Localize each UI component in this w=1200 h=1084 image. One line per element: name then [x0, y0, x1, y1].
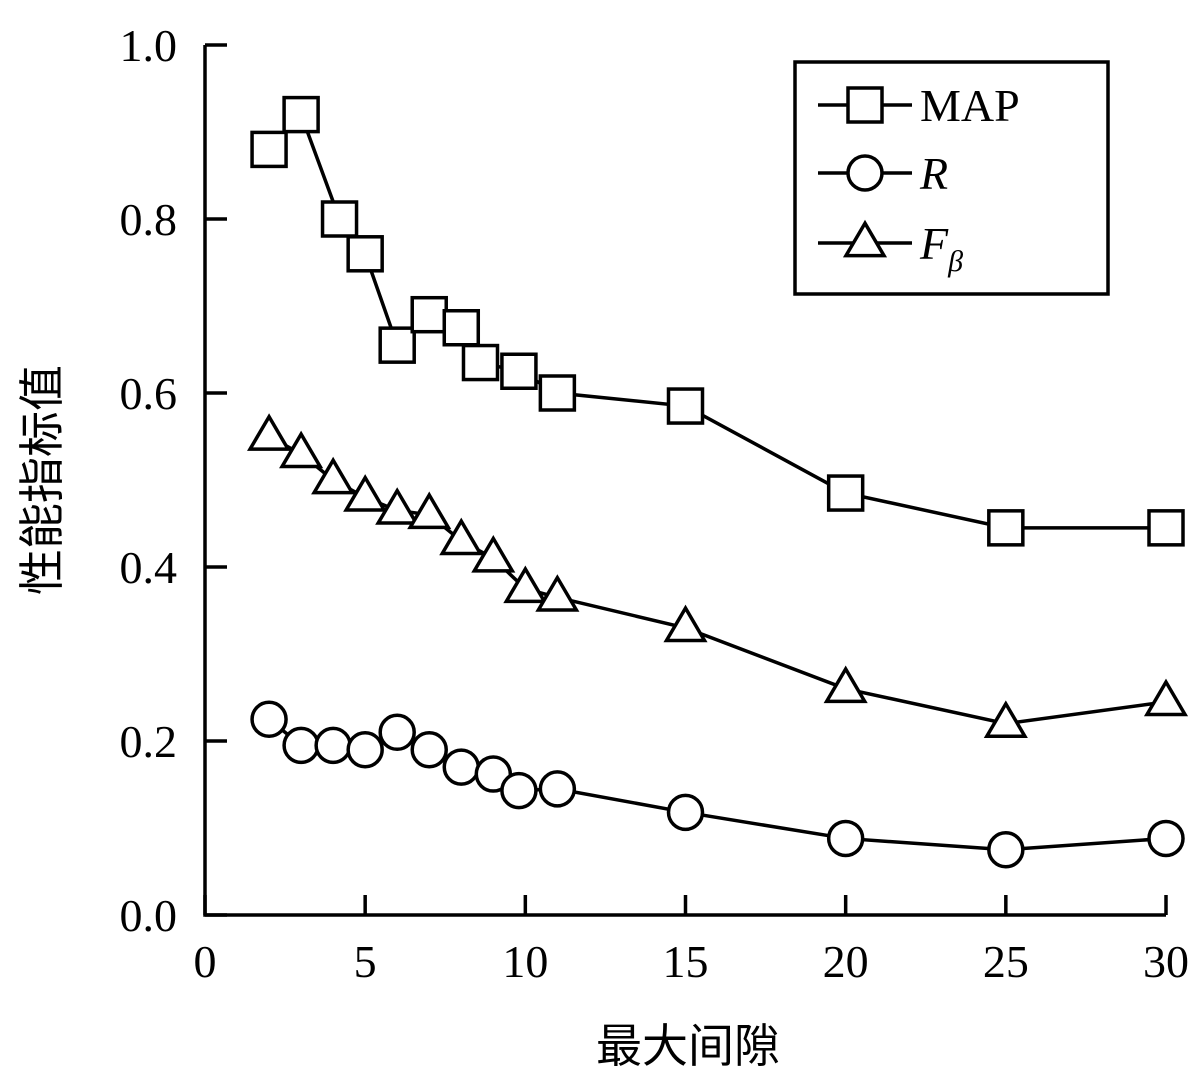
legend-item-square: MAP	[818, 80, 1020, 131]
x-tick-label: 10	[502, 936, 548, 987]
data-point-circle	[442, 748, 481, 786]
x-tick-label: 5	[354, 936, 377, 987]
data-point-circle	[378, 713, 416, 752]
x-tick-label: 25	[983, 936, 1029, 987]
legend: MAP R Fβ	[793, 60, 1110, 296]
x-tick-label: 30	[1143, 936, 1189, 987]
data-point-triangle	[823, 665, 868, 704]
data-point-triangle	[247, 413, 292, 451]
data-point-square	[461, 343, 500, 382]
data-point-circle	[314, 726, 352, 765]
data-point-triangle	[311, 456, 356, 495]
data-point-circle	[500, 771, 538, 810]
data-point-triangle	[503, 565, 548, 604]
legend-label: R	[919, 148, 948, 199]
x-axis-title: 最大间隙	[596, 1019, 780, 1073]
data-point-circle	[987, 831, 1025, 869]
data-point-square	[320, 200, 359, 238]
data-point-square	[250, 130, 288, 169]
data-point-square	[826, 474, 865, 512]
x-tick-label: 0	[194, 936, 217, 987]
data-point-square	[442, 309, 481, 347]
legend-marker-square	[846, 86, 884, 124]
y-tick-label: 0.4	[120, 542, 178, 593]
y-tick-label: 0.8	[120, 194, 178, 245]
data-point-triangle	[535, 574, 580, 612]
series-layer	[247, 95, 1189, 869]
data-point-triangle	[279, 430, 324, 469]
x-tick-label: 20	[823, 936, 869, 987]
legend-label: Fβ	[919, 218, 963, 278]
series-line-triangle	[268, 434, 1167, 726]
data-point-triangle	[407, 491, 452, 530]
series-square	[250, 95, 1185, 547]
data-point-circle	[346, 730, 384, 769]
data-point-triangle	[343, 474, 388, 512]
legend-label: MAP	[920, 80, 1020, 131]
data-point-square	[666, 387, 705, 425]
data-point-square	[500, 352, 538, 390]
data-point-triangle	[663, 604, 708, 643]
y-tick-label: 0.0	[120, 890, 178, 941]
data-point-square	[410, 295, 448, 334]
legend-item-circle: R	[818, 148, 948, 199]
data-point-triangle	[1143, 678, 1189, 717]
data-point-circle	[1147, 819, 1185, 858]
y-axis-title: 性能指标值	[15, 365, 69, 595]
data-point-circle	[826, 819, 865, 858]
legend-item-triangle: Fβ	[818, 218, 963, 278]
series-triangle	[247, 413, 1189, 738]
data-point-circle	[282, 726, 320, 765]
y-tick-label: 1.0	[120, 20, 178, 71]
data-point-square	[538, 374, 577, 412]
data-point-triangle	[375, 487, 420, 525]
legend-marker-circle	[846, 154, 884, 192]
data-point-circle	[250, 700, 288, 738]
x-tick-label: 15	[663, 936, 709, 987]
data-point-triangle	[439, 517, 484, 556]
y-tick-label: 0.6	[120, 368, 178, 419]
data-point-circle	[666, 793, 705, 832]
series-circle	[250, 700, 1185, 869]
data-point-triangle	[983, 700, 1028, 738]
data-point-circle	[538, 770, 577, 808]
data-point-square	[282, 95, 320, 134]
data-point-square	[1147, 509, 1185, 547]
data-point-circle	[410, 730, 448, 769]
y-ticks: 0.0 0.2 0.4 0.6 0.8 1.0	[120, 20, 227, 941]
data-point-square	[346, 235, 384, 273]
data-point-square	[987, 509, 1025, 547]
y-tick-label: 0.2	[120, 716, 178, 767]
legend-marker-triangle	[842, 219, 888, 258]
x-ticks: 0 5 10 15 20 25 30	[194, 895, 1189, 987]
data-point-triangle	[471, 535, 516, 573]
data-point-square	[378, 326, 416, 364]
axes: 0 5 10 15 20 25 30 0.0 0.2 0.4 0.6 0.8 1.0	[120, 20, 1190, 987]
